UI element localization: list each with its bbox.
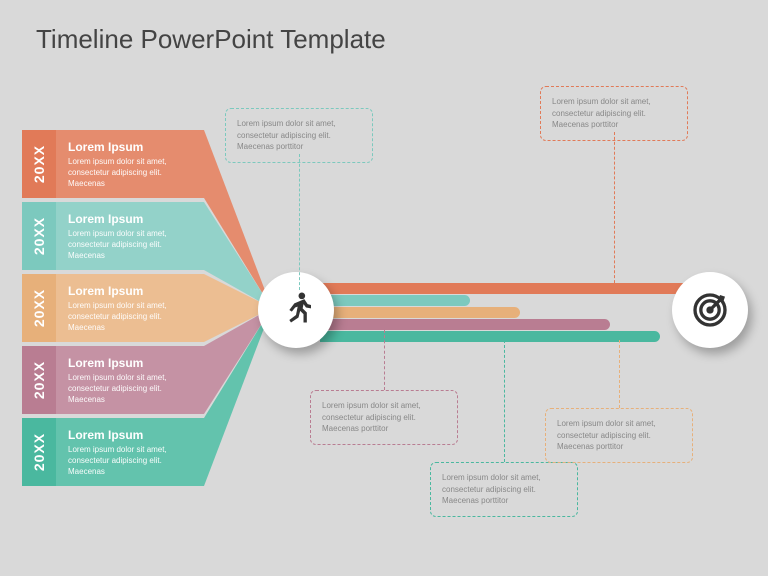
callout-leader	[619, 340, 620, 408]
progress-bar	[320, 295, 470, 306]
year-label: 20XX	[31, 145, 47, 183]
start-circle	[258, 272, 334, 348]
year-label: 20XX	[31, 289, 47, 327]
row-subtext: Lorem ipsum dolor sit amet, consectetur …	[68, 373, 192, 405]
progress-bar	[320, 319, 610, 330]
callout-leader	[614, 132, 615, 288]
row-body: Lorem Ipsum Lorem ipsum dolor sit amet, c…	[56, 130, 204, 198]
year-tab: 20XX	[22, 202, 56, 270]
year-tab: 20XX	[22, 274, 56, 342]
row-body: Lorem Ipsum Lorem ipsum dolor sit amet, c…	[56, 274, 204, 342]
row-subtext: Lorem ipsum dolor sit amet, consectetur …	[68, 301, 192, 333]
year-label: 20XX	[31, 361, 47, 399]
row-body: Lorem Ipsum Lorem ipsum dolor sit amet, c…	[56, 202, 204, 270]
row-body: Lorem Ipsum Lorem ipsum dolor sit amet, c…	[56, 346, 204, 414]
timeline-row: 20XX Lorem Ipsum Lorem ipsum dolor sit ame…	[22, 346, 204, 414]
row-subtext: Lorem ipsum dolor sit amet, consectetur …	[68, 157, 192, 189]
row-heading: Lorem Ipsum	[68, 356, 192, 370]
row-heading: Lorem Ipsum	[68, 140, 192, 154]
year-label: 20XX	[31, 217, 47, 255]
row-body: Lorem Ipsum Lorem ipsum dolor sit amet, c…	[56, 418, 204, 486]
row-subtext: Lorem ipsum dolor sit amet, consectetur …	[68, 445, 192, 477]
row-heading: Lorem Ipsum	[68, 284, 192, 298]
callout-leader	[504, 340, 505, 462]
row-heading: Lorem Ipsum	[68, 428, 192, 442]
callout-box: Lorem ipsum dolor sit amet, consectetur …	[545, 408, 693, 463]
year-label: 20XX	[31, 433, 47, 471]
target-icon	[690, 290, 730, 330]
timeline-row: 20XX Lorem Ipsum Lorem ipsum dolor sit ame…	[22, 202, 204, 270]
timeline-row: 20XX Lorem Ipsum Lorem ipsum dolor sit ame…	[22, 418, 204, 486]
callout-box: Lorem ipsum dolor sit amet, consectetur …	[310, 390, 458, 445]
progress-bar	[320, 331, 660, 342]
year-tab: 20XX	[22, 346, 56, 414]
year-tab: 20XX	[22, 130, 56, 198]
timeline-row: 20XX Lorem Ipsum Lorem ipsum dolor sit ame…	[22, 130, 204, 198]
timeline-rows: 20XX Lorem Ipsum Lorem ipsum dolor sit ame…	[22, 130, 204, 490]
callout-leader	[384, 330, 385, 390]
target-circle	[672, 272, 748, 348]
row-heading: Lorem Ipsum	[68, 212, 192, 226]
callout-box: Lorem ipsum dolor sit amet, consectetur …	[430, 462, 578, 517]
callout-leader	[299, 154, 300, 290]
running-person-icon	[276, 290, 316, 330]
row-subtext: Lorem ipsum dolor sit amet, consectetur …	[68, 229, 192, 261]
timeline-row: 20XX Lorem Ipsum Lorem ipsum dolor sit ame…	[22, 274, 204, 342]
progress-bar	[320, 307, 520, 318]
progress-bar	[320, 283, 690, 294]
year-tab: 20XX	[22, 418, 56, 486]
page-title: Timeline PowerPoint Template	[36, 24, 386, 55]
